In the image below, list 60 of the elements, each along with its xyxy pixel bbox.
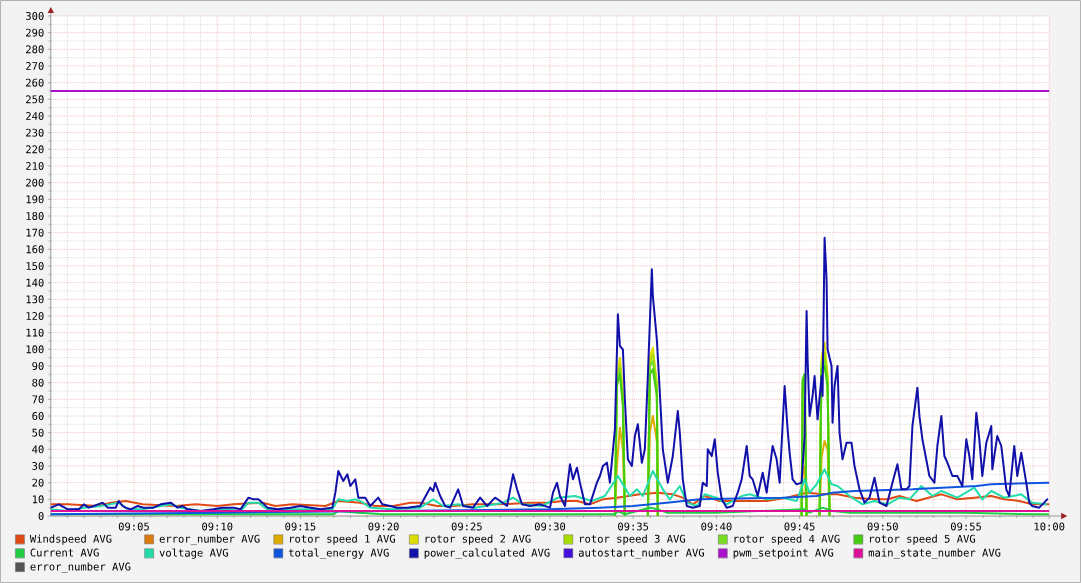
- x-tick-label: 09:45: [784, 522, 815, 531]
- legend-label: Windspeed AVG: [29, 534, 112, 545]
- legend-label: pwm_setpoint AVG: [733, 548, 834, 559]
- legend-label: rotor speed 1 AVG: [290, 534, 396, 545]
- y-tick-label: 190: [26, 195, 44, 204]
- y-tick-label: 300: [26, 12, 44, 20]
- y-tick-label: 60: [32, 412, 44, 420]
- y-tick-label: 80: [32, 378, 44, 387]
- line-series: [50, 236, 1049, 512]
- legend-label: rotor speed 5 AVG: [870, 534, 976, 545]
- y-tick-label: 30: [32, 462, 44, 470]
- y-tick-label: 230: [26, 128, 44, 137]
- y-tick-label: 180: [26, 212, 44, 220]
- y-tick-label: 140: [26, 278, 44, 287]
- legend-label: Current AVG: [30, 548, 99, 557]
- y-tick-label: 160: [26, 245, 44, 254]
- y-tick-label: 90: [32, 362, 44, 370]
- y-tick-label: 260: [26, 78, 44, 87]
- line-series: [50, 481, 1050, 516]
- x-tick-label: 09:50: [867, 522, 898, 531]
- y-tick-label: 290: [26, 28, 44, 37]
- y-tick-label: 100: [26, 345, 44, 354]
- x-tick-label: 09:15: [285, 522, 316, 531]
- x-tick-label: 09:20: [368, 522, 399, 531]
- legend-label: rotor speed 4 AVG: [734, 534, 840, 545]
- x-tick-label: 09:05: [118, 522, 149, 531]
- y-tick-label: 70: [32, 395, 44, 404]
- legend-label: autostart_number AVG: [578, 548, 704, 559]
- y-tick-label: 130: [26, 295, 44, 304]
- x-tick-label: 09:35: [618, 522, 649, 531]
- y-tick-label: 50: [32, 428, 44, 437]
- y-tick-label: 20: [32, 478, 44, 487]
- x-tick-label: 09:25: [451, 522, 482, 531]
- y-tick-label: 0: [38, 512, 44, 520]
- legend-label: main_state_number AVG: [868, 548, 1001, 559]
- y-tick-label: 10: [32, 495, 44, 504]
- y-tick-label: 40: [32, 445, 44, 454]
- y-tick-label: 250: [26, 95, 44, 104]
- legend-label: rotor speed 2 AVG: [425, 534, 531, 545]
- y-tick-label: 240: [26, 112, 44, 120]
- x-tick-label: 09:40: [701, 522, 732, 531]
- legend-label: error_number AVG: [30, 562, 131, 573]
- y-tick-label: 280: [26, 45, 44, 54]
- y-tick-label: 200: [26, 178, 44, 187]
- x-tick-label: 09:10: [202, 522, 233, 531]
- y-tick-label: 110: [26, 328, 44, 337]
- legend-label: total_energy AVG: [288, 548, 389, 559]
- y-tick-label: 170: [26, 228, 44, 237]
- legend-label: rotor speed 3 AVG: [580, 534, 686, 545]
- y-tick-label: 120: [26, 312, 44, 320]
- y-tick-label: 220: [26, 145, 44, 154]
- y-tick-label: 150: [26, 262, 44, 270]
- y-tick-label: 210: [26, 162, 44, 170]
- x-tick-label: 09:55: [950, 522, 982, 531]
- legend-label: power_calculated AVG: [424, 548, 550, 559]
- legend-label: error_number AVG: [159, 534, 260, 546]
- legend-label: voltage AVG: [159, 548, 228, 559]
- y-tick-label: 270: [26, 62, 44, 70]
- x-tick-label: 09:30: [534, 522, 566, 531]
- x-tick-label: 10:00: [1034, 522, 1065, 531]
